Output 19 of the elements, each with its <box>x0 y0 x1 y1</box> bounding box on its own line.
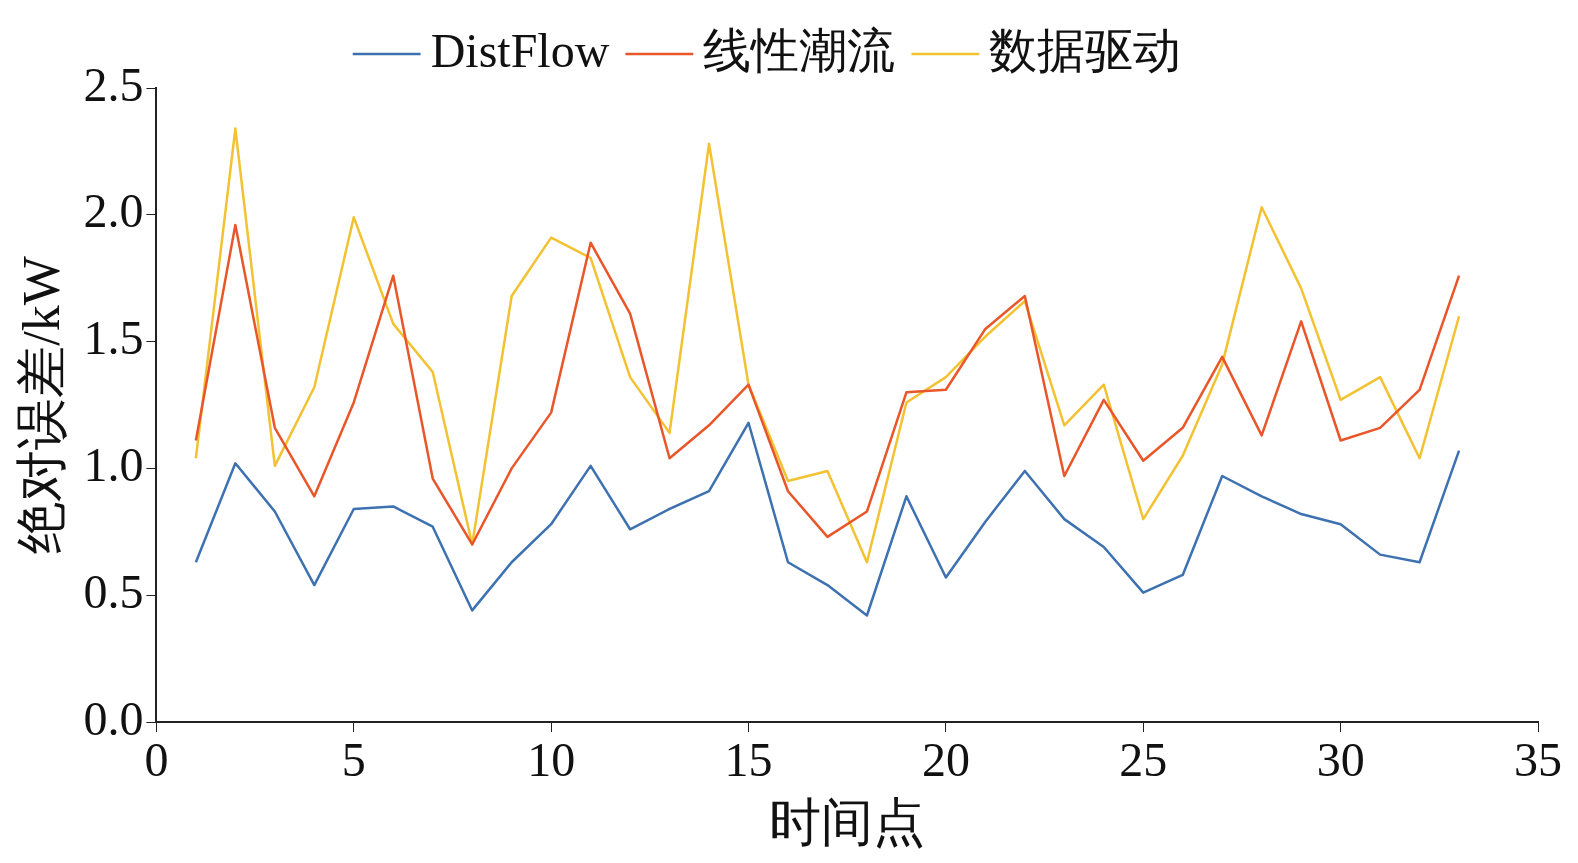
y-tick-label: 2.0 <box>83 184 144 238</box>
x-tick-label: 30 <box>1316 733 1365 787</box>
x-tick-label: 20 <box>921 733 970 787</box>
x-tick-label: 5 <box>341 733 366 787</box>
y-tick-label: 0.5 <box>83 564 144 618</box>
y-tick-label: 1.5 <box>83 311 144 365</box>
x-tick-label: 25 <box>1119 733 1168 787</box>
legend-label: 线性潮流 <box>703 23 896 77</box>
legend-label: 数据驱动 <box>989 23 1182 77</box>
y-axis-title: 绝对误差/kW <box>12 256 70 554</box>
x-axis-title: 时间点 <box>769 794 926 852</box>
x-tick-label: 15 <box>724 733 773 787</box>
x-tick-label: 10 <box>527 733 576 787</box>
y-tick-label: 1.0 <box>83 438 144 492</box>
y-tick-label: 2.5 <box>83 57 144 111</box>
y-tick-label: 0.0 <box>83 691 144 745</box>
x-tick-label: 0 <box>144 733 169 787</box>
legend-label: DistFlow <box>430 23 610 77</box>
x-tick-label: 35 <box>1514 733 1562 787</box>
